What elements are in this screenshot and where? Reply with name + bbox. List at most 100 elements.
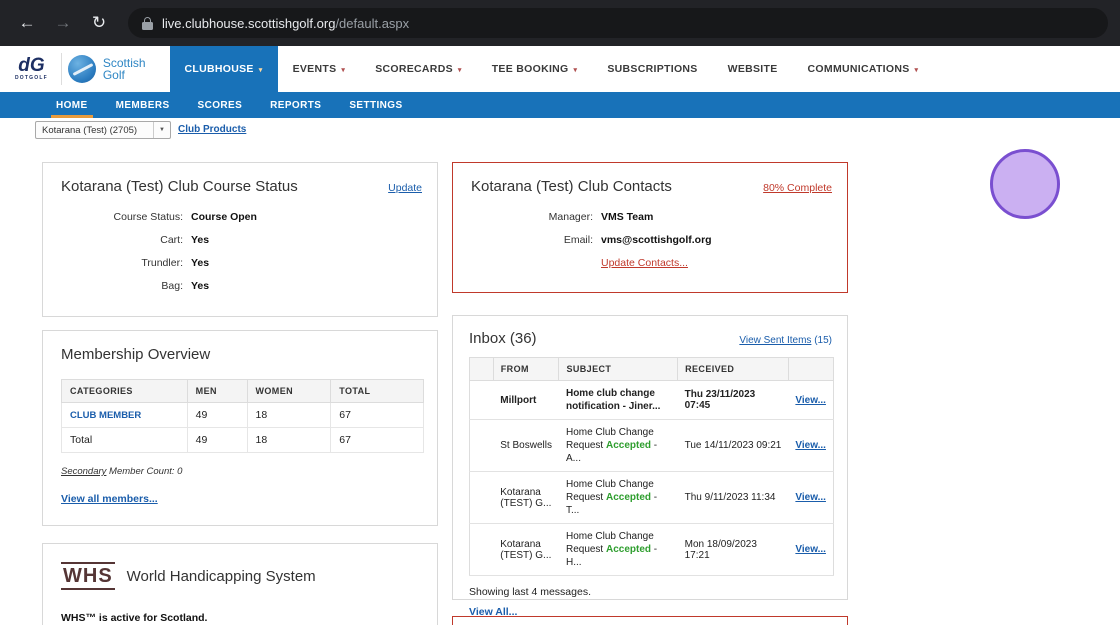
column-header: MEN <box>186 379 248 403</box>
inbox-row: Kotarana (TEST) G... Home Club Change Re… <box>469 471 834 524</box>
dotgolf-wordmark: DOTGOLF <box>15 75 48 81</box>
chevron-down-icon: ▼ <box>153 122 170 138</box>
club-products-link[interactable]: Club Products <box>178 124 247 135</box>
cell-women: 18 <box>246 402 332 428</box>
cell-from: St Boswells <box>493 419 559 472</box>
field-value: Yes <box>191 280 210 292</box>
highlight-circle <box>990 149 1060 219</box>
subnav-item-reports[interactable]: REPORTS <box>270 99 322 111</box>
site-header: dG DOTGOLF Scottish Golf CLUBHOUSE ▾ EVEN… <box>0 46 1120 92</box>
cell-subject: Home Club Change Request Accepted - H... <box>565 531 658 568</box>
column-header-icon <box>469 357 494 381</box>
browser-toolbar: ← → ↻ live.clubhouse.scottishgolf.org/de… <box>0 0 1120 46</box>
cell-from: Kotarana (TEST) G... <box>493 471 559 524</box>
subnav-item-members[interactable]: MEMBERS <box>115 99 170 111</box>
club-contacts-title: Kotarana (Test) Club Contacts <box>471 178 672 195</box>
column-header: RECEIVED <box>677 357 789 381</box>
inbox-title: Inbox (36) <box>469 330 537 347</box>
field-label: Trundler: <box>141 257 183 269</box>
lock-icon <box>142 16 153 30</box>
club-contacts-card: Kotarana (Test) Club Contacts 80% Comple… <box>452 162 848 293</box>
subnav-item-scores[interactable]: SCORES <box>197 99 243 111</box>
cell-from: Kotarana (TEST) G... <box>493 523 559 576</box>
cell-men: 49 <box>186 427 248 453</box>
nav-item-subscriptions[interactable]: SUBSCRIPTIONS <box>607 63 698 75</box>
inbox-table: FROM SUBJECT RECEIVED Millport Home club… <box>469 357 835 576</box>
inbox-row: Millport Home club change notification -… <box>469 380 834 420</box>
bottom-card-stub <box>452 616 848 625</box>
cell-subject: Home Club Change Request Accepted - A... <box>565 427 658 464</box>
whs-card: WHS World Handicapping System WHS™ is ac… <box>42 543 438 625</box>
browser-back-icon[interactable]: ← <box>18 13 36 32</box>
column-header: CATEGORIES <box>61 379 188 403</box>
cell-from: Millport <box>493 380 559 420</box>
membership-overview-card: Membership Overview CATEGORIES MEN WOMEN… <box>42 330 438 526</box>
club-select[interactable]: Kotarana (Test) (2705) ▼ <box>35 121 171 139</box>
view-message-link[interactable]: View... <box>795 544 826 555</box>
course-status-update-link[interactable]: Update <box>388 182 422 194</box>
field-label: Manager: <box>548 211 593 223</box>
chevron-down-icon: ▾ <box>457 67 462 74</box>
address-bar[interactable]: live.clubhouse.scottishgolf.org/default.… <box>128 8 1108 38</box>
subnav-item-settings[interactable]: SETTINGS <box>349 99 403 111</box>
course-status-fields: Course Status: Course Open Cart: Yes Tru… <box>43 203 437 292</box>
nav-item-clubhouse[interactable]: CLUBHOUSE ▾ <box>169 46 278 92</box>
scottish-golf-logo: Scottish Golf <box>67 55 158 83</box>
main-nav: CLUBHOUSE ▾ EVENTS ▾ SCORECARDS ▾ TEE BOOKI… <box>169 46 934 92</box>
cell-received: Thu 9/11/2023 11:34 <box>677 471 789 524</box>
field-value: Yes <box>191 234 210 246</box>
course-status-card: Kotarana (Test) Club Course Status Updat… <box>42 162 438 317</box>
table-row: Total 49 18 67 <box>61 427 424 453</box>
subnav-item-home[interactable]: HOME <box>42 92 102 118</box>
field-label: Course Status: <box>113 211 183 223</box>
inbox-view-all-link[interactable]: View All... <box>469 606 518 618</box>
field-label: Bag: <box>161 280 183 292</box>
url-text: live.clubhouse.scottishgolf.org/default.… <box>162 15 410 31</box>
view-message-link[interactable]: View... <box>795 440 826 451</box>
column-header: TOTAL <box>330 379 424 403</box>
view-all-members-link[interactable]: View all members... <box>61 493 158 505</box>
cell-received: Tue 14/11/2023 09:21 <box>677 419 789 472</box>
cell-received: Mon 18/09/2023 17:21 <box>677 523 789 576</box>
scottish-golf-icon <box>67 55 96 83</box>
cell-subject: Home Club Change Request Accepted - T... <box>565 479 658 516</box>
nav-item-website[interactable]: WEBSITE <box>727 63 778 75</box>
browser-reload-icon[interactable]: ↻ <box>91 13 107 32</box>
course-status-title: Kotarana (Test) Club Course Status <box>61 178 298 195</box>
subnav: HOME MEMBERS SCORES REPORTS SETTINGS <box>0 92 1120 118</box>
chevron-down-icon: ▾ <box>573 67 578 74</box>
table-row: CLUB MEMBER 49 18 67 <box>61 402 424 428</box>
membership-table: CATEGORIES MEN WOMEN TOTAL CLUB MEMBER 4… <box>61 379 424 453</box>
nav-item-events[interactable]: EVENTS ▾ <box>292 63 346 75</box>
view-message-link[interactable]: View... <box>795 492 826 503</box>
inbox-row: St Boswells Home Club Change Request Acc… <box>469 419 834 472</box>
contacts-fields: Manager: VMS Team Email: vms@scottishgol… <box>453 203 847 269</box>
chevron-down-icon: ▾ <box>341 67 346 74</box>
field-label: Email: <box>563 234 593 246</box>
chevron-down-icon: ▾ <box>258 67 263 74</box>
view-message-link[interactable]: View... <box>795 394 826 406</box>
update-contacts-link[interactable]: Update Contacts... <box>601 257 688 269</box>
field-value: Course Open <box>191 211 257 223</box>
cell-men: 49 <box>186 402 248 428</box>
page-content: Kotarana (Test) (2705) ▼ Club Products K… <box>0 118 1120 625</box>
field-value: vms@scottishgolf.org <box>601 234 712 246</box>
dotgolf-logo: dG DOTGOLF <box>8 56 55 81</box>
contacts-complete-link[interactable]: 80% Complete <box>763 182 832 194</box>
nav-item-tee-booking[interactable]: TEE BOOKING ▾ <box>491 63 578 75</box>
inbox-row: Kotarana (TEST) G... Home Club Change Re… <box>469 523 834 576</box>
cell-received: Thu 23/11/2023 07:45 <box>677 380 789 420</box>
view-sent-items-link[interactable]: View Sent Items (15) <box>739 335 832 346</box>
table-header-row: FROM SUBJECT RECEIVED <box>469 357 835 381</box>
browser-forward-icon[interactable]: → <box>54 13 72 32</box>
whs-status-text: WHS™ is active for Scotland. <box>61 612 208 624</box>
secondary-member-note: Secondary Member Count: 0 <box>61 466 183 477</box>
category-link[interactable]: CLUB MEMBER <box>70 410 142 421</box>
field-value: VMS Team <box>601 211 654 223</box>
chevron-down-icon: ▾ <box>914 67 919 74</box>
field-label: Cart: <box>160 234 183 246</box>
nav-item-scorecards[interactable]: SCORECARDS ▾ <box>375 63 462 75</box>
logo-divider <box>60 53 62 85</box>
nav-item-communications[interactable]: COMMUNICATIONS ▾ <box>807 63 919 75</box>
inbox-footer-text: Showing last 4 messages. <box>469 586 591 598</box>
